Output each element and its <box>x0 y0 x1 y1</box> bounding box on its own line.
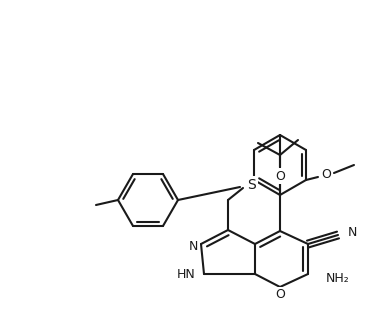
Text: O: O <box>275 288 285 302</box>
Text: O: O <box>275 170 285 182</box>
Text: S: S <box>248 178 256 192</box>
Text: N: N <box>348 226 357 240</box>
Text: NH₂: NH₂ <box>326 273 350 285</box>
Text: N: N <box>189 241 198 253</box>
Text: O: O <box>321 169 331 182</box>
Text: HN: HN <box>177 268 196 280</box>
